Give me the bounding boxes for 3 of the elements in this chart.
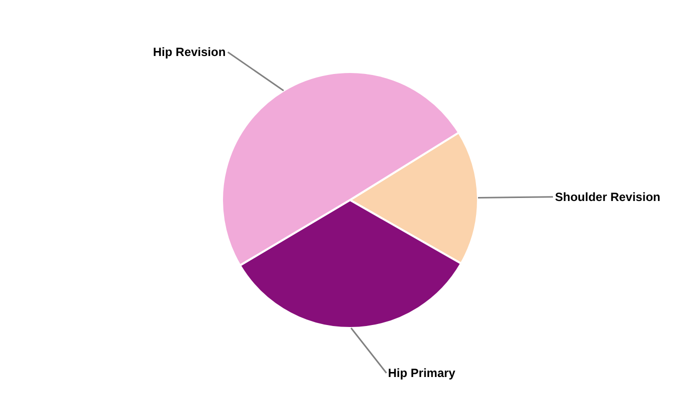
slice-label: Shoulder Revision <box>555 190 660 204</box>
slice-label: Hip Primary <box>388 366 456 380</box>
slice-label: Hip Revision <box>153 45 226 59</box>
